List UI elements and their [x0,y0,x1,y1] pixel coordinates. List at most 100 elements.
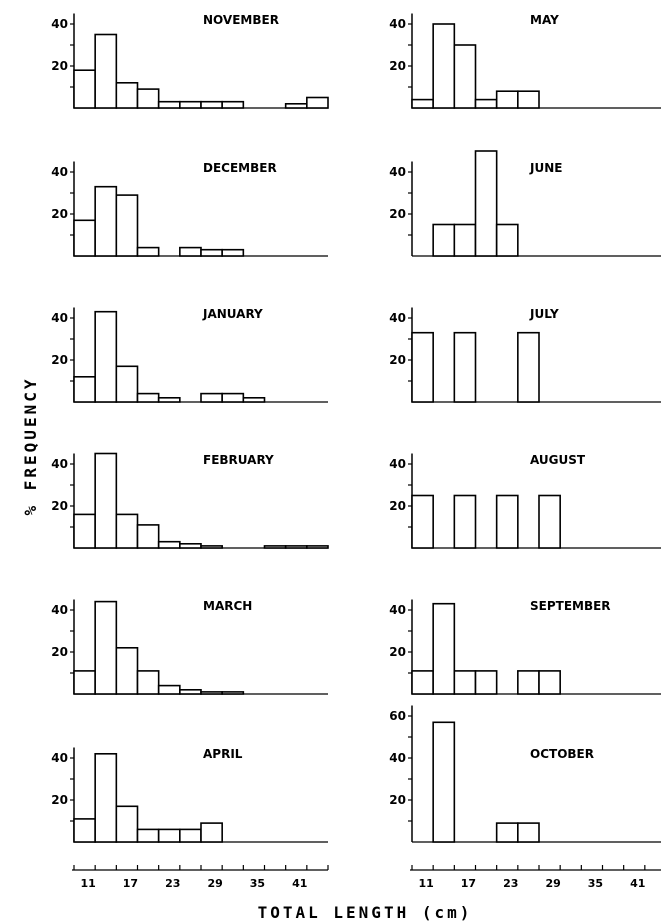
histogram-bar [73,375,96,403]
y-tick-label: 40 [389,311,406,325]
histogram-bar [115,805,139,843]
histogram-bar [411,494,434,549]
histogram-bar [411,98,434,109]
histogram-bar [115,365,139,403]
panel-title: FEBRUARY [203,453,274,467]
panel-february: FEBRUARY 20 40 [51,452,329,549]
panel-april: APRIL 20 40 [51,747,328,843]
x-axis-label: TOTAL LENGTH (cm) [258,903,473,922]
y-tick-label: 40 [51,457,68,471]
histogram-bar [73,69,96,109]
histogram-bar [453,223,477,257]
histogram-bar [495,494,519,549]
y-tick-label: 20 [51,59,68,73]
histogram-panels: NOVEMBER2040DECEMBER2040JANUARY2040FEBRU… [51,13,661,843]
panel-september: SEPTEMBER 20 40 [389,599,661,695]
histogram-bar [94,33,118,109]
panel-title: JUNE [529,161,562,175]
y-tick-label: 40 [389,603,406,617]
panel-march: MARCH 20 40 [51,599,328,695]
histogram-bar [179,828,202,843]
histogram-bar [200,691,223,695]
histogram-bar [517,90,540,109]
histogram-bar [432,23,456,109]
histogram-bar [517,670,540,695]
x-tick-label: 35 [250,877,265,890]
panel-august: AUGUST 20 40 [389,453,661,549]
histogram-bar [495,90,519,109]
histogram-bar [136,670,160,695]
histogram-bar [517,331,540,403]
histogram-bar [495,822,519,843]
y-tick-label: 40 [51,17,68,31]
histogram-bar [284,545,308,549]
y-tick-label: 40 [389,751,406,765]
histogram-bar [136,88,160,109]
histogram-bar [474,150,498,257]
x-tick-label: 41 [292,877,307,890]
histogram-bar [432,223,456,257]
histogram-bar [73,513,96,549]
histogram-bar [200,100,223,109]
histogram-bar [157,540,181,549]
histogram-bar [306,96,329,109]
histogram-bar [157,396,181,403]
histogram-bar [179,542,202,549]
y-tick-label: 20 [389,353,406,367]
histogram-bar [221,248,245,257]
panel-title: DECEMBER [203,161,277,175]
x-tick-label: 11 [418,877,433,890]
histogram-bar [263,545,287,549]
histogram-bar [157,684,181,695]
histogram-bar [221,392,245,403]
histogram-bar [200,248,223,257]
y-tick-label: 60 [389,709,406,723]
histogram-bar [538,494,561,549]
histogram-bar [453,494,477,549]
histogram-bar [136,392,160,403]
x-tick-label: 35 [588,877,603,890]
histogram-bar [221,691,245,695]
panel-november: NOVEMBER 20 40 [51,13,329,109]
y-tick-label: 20 [51,499,68,513]
y-tick-label: 40 [389,17,406,31]
panel-title: AUGUST [530,453,586,467]
histogram-bar [94,185,118,257]
y-tick-label: 40 [51,751,68,765]
histogram-bar [179,688,202,695]
histogram-bar [115,194,139,257]
x-tick-label: 23 [503,877,518,890]
y-tick-label: 20 [389,645,406,659]
histogram-bar [94,600,118,695]
x-tick-label: 23 [165,877,180,890]
y-tick-label: 40 [51,165,68,179]
histogram-bar [94,310,118,403]
histogram-bar [115,513,139,549]
y-tick-label: 40 [389,165,406,179]
histogram-bar [474,98,498,109]
y-tick-label: 20 [51,353,68,367]
histogram-bar [115,646,139,695]
histogram-bar [179,246,202,257]
histogram-bar [136,524,160,549]
histogram-bar [73,219,96,257]
y-tick-label: 40 [389,457,406,471]
histogram-bar [115,82,139,109]
histogram-bar [179,100,202,109]
histogram-bar [136,828,160,843]
panel-title: OCTOBER [530,747,594,761]
histogram-bar [136,246,160,257]
histogram-bar [411,670,434,695]
histogram-bar [517,822,540,843]
x-tick-label: 17 [123,877,138,890]
histogram-bar [306,545,329,549]
panel-title: SEPTEMBER [530,599,611,613]
panel-title: JULY [529,307,559,321]
y-tick-label: 40 [51,603,68,617]
x-tick-label: 17 [461,877,476,890]
y-axis-label: % FREQUENCY [21,377,40,516]
histogram-bar [284,103,308,109]
histogram-bar [432,721,456,843]
y-tick-label: 20 [51,645,68,659]
shared-x-axis: 11 17 23 29 35 41 11 17 23 29 35 41 [72,865,661,890]
